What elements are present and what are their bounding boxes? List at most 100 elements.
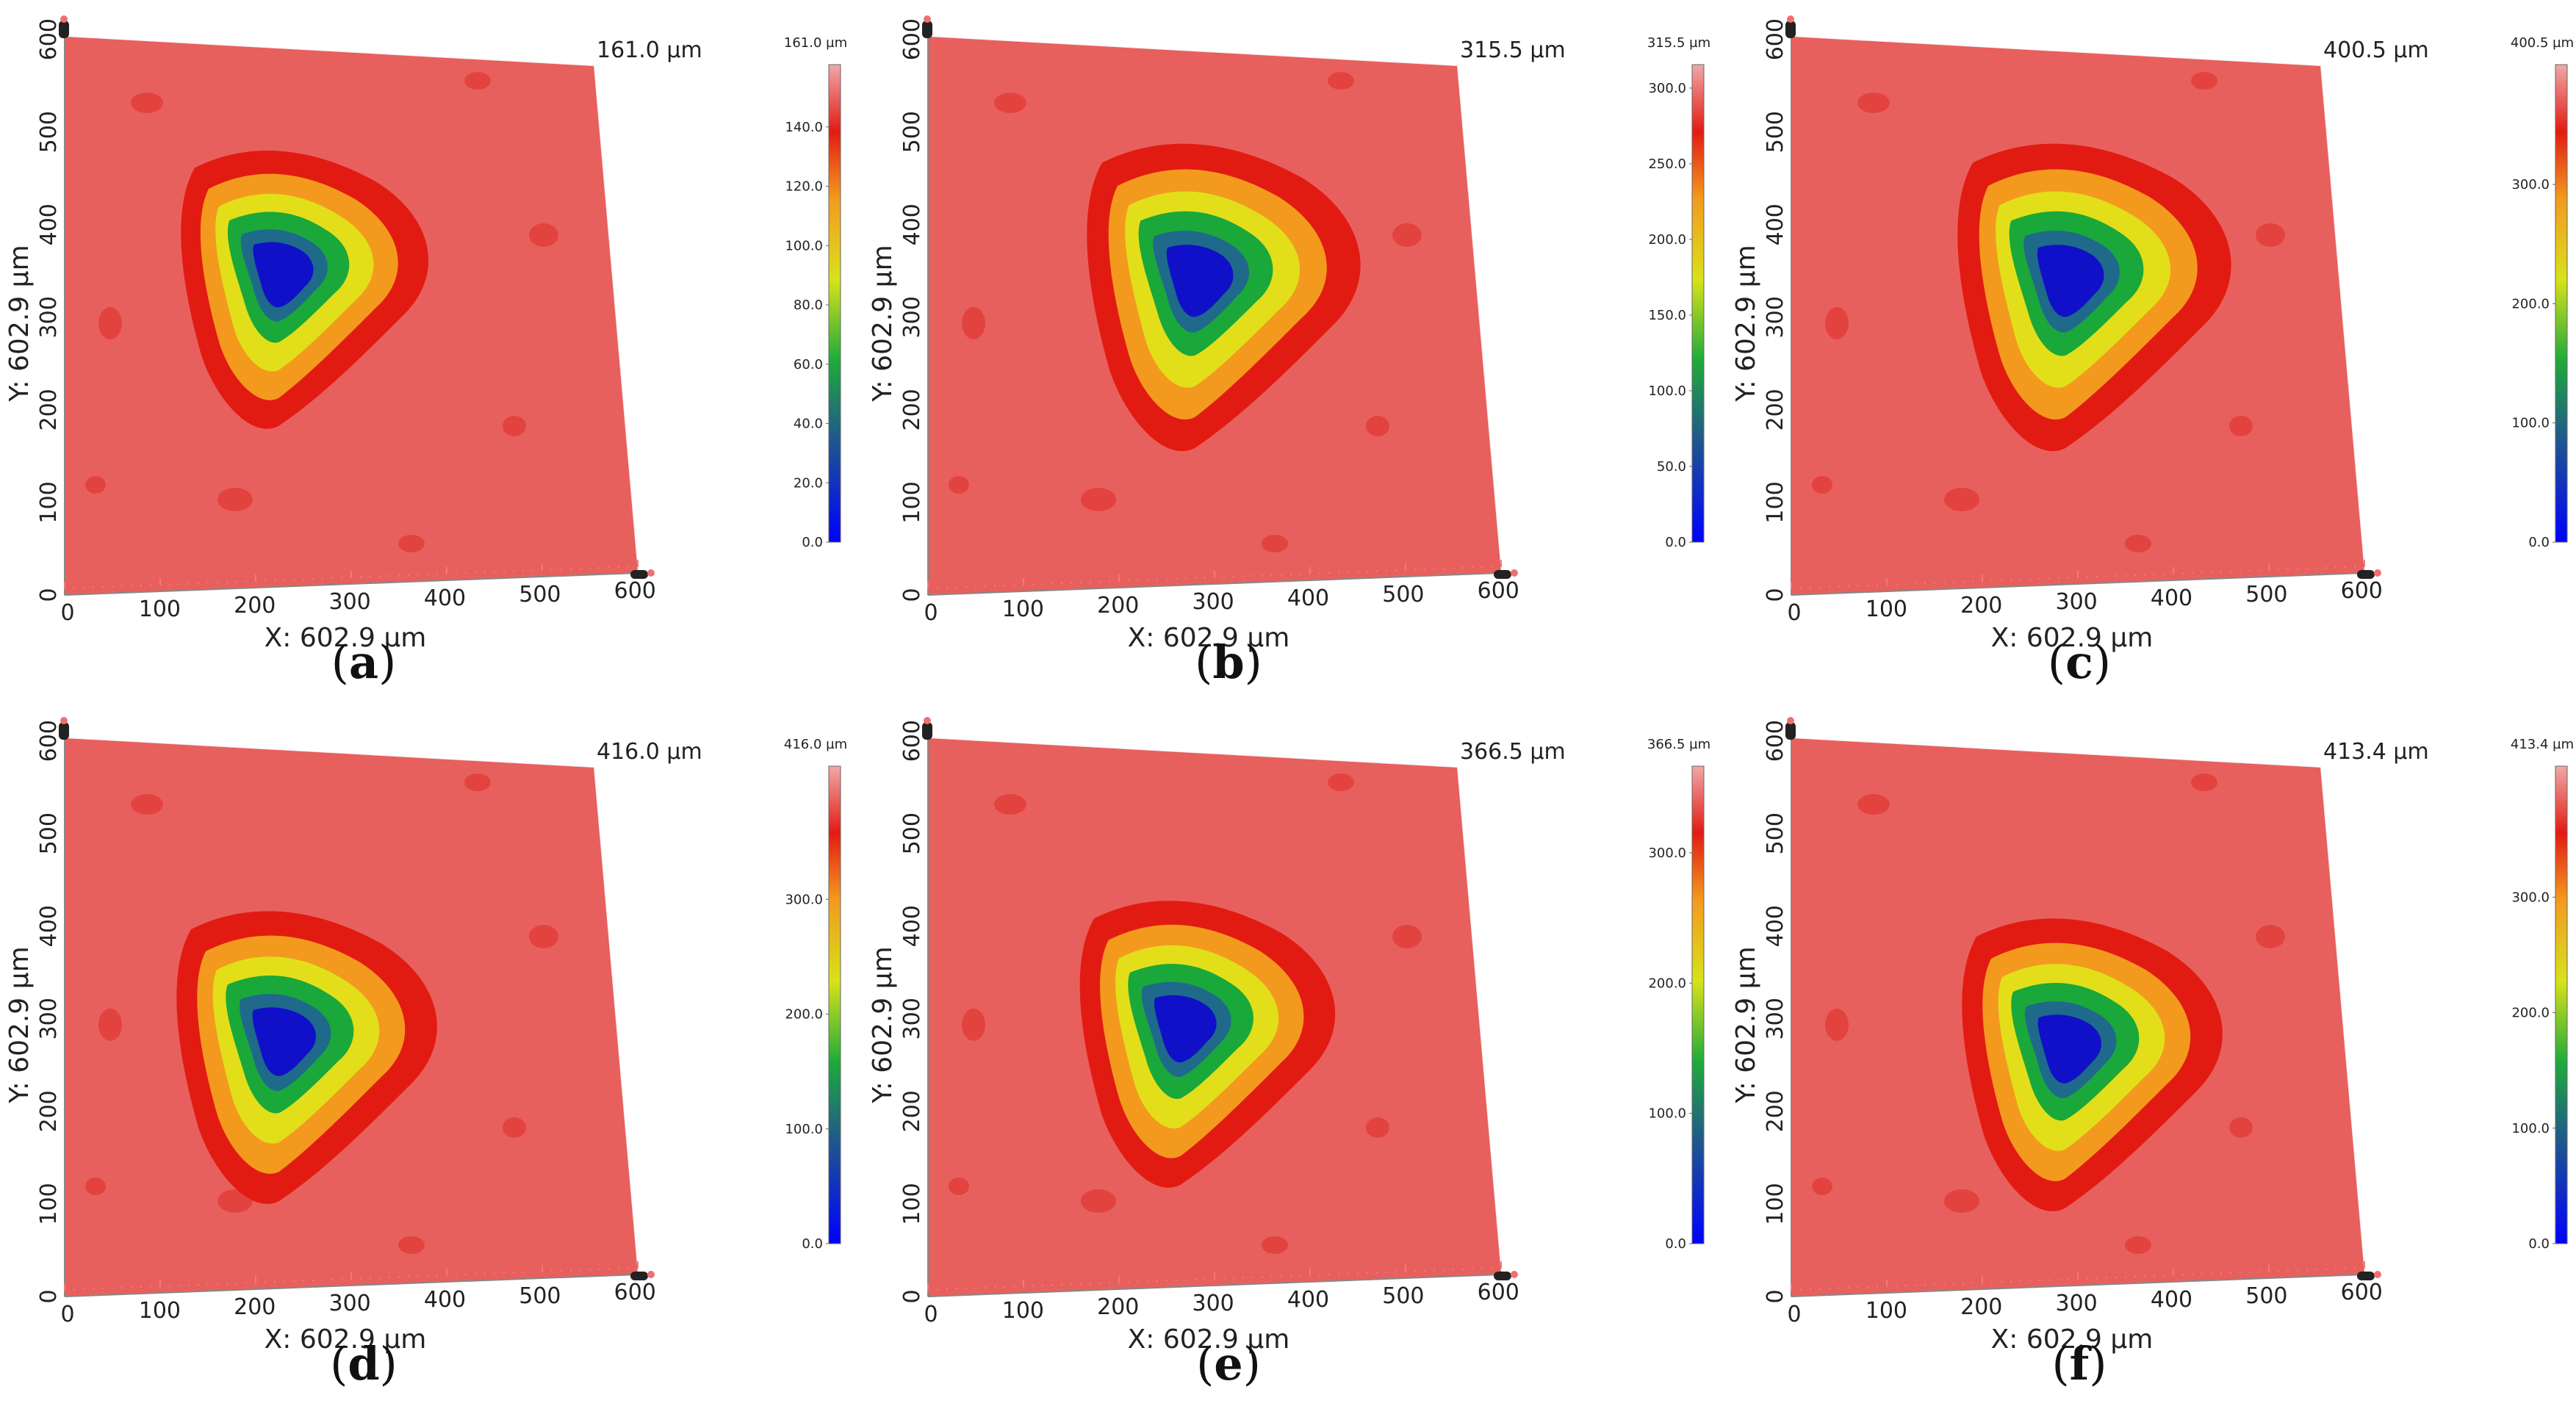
crater-blue-bottom (2037, 245, 2104, 317)
surface-map-panel-f: 413.4 µm 0 100 200 300 400 500 600 0 100 200 300 4… (1727, 716, 2576, 1407)
colorbar: 400.5 µm 300.0 200.0 100.0 0.0 (2511, 35, 2574, 550)
panel-caption-f: (f) (2051, 1337, 2107, 1391)
colorbar-tick-label: 40.0 (794, 417, 823, 432)
y-tick-label: 300 (1763, 296, 1788, 338)
x-tick-label: 0 (60, 1302, 74, 1327)
y-tick-label: 400 (1763, 203, 1788, 245)
caption-letter: b (1212, 635, 1245, 689)
x-axis-title: X: 602.9 µm (1128, 1324, 1290, 1355)
x-tick-label: 500 (1382, 582, 1424, 607)
colorbar-tick-label: 150.0 (1648, 308, 1686, 323)
crater (1087, 143, 1361, 452)
y-tick-label: 600 (899, 18, 925, 60)
y-tick-label: 200 (1763, 389, 1788, 430)
caption-letter: f (2069, 1337, 2090, 1391)
y-tick-label: 200 (36, 389, 62, 430)
y-tick-label: 200 (899, 389, 925, 430)
colorbar-tick-label: 100.0 (1648, 383, 1686, 399)
x-tick-label: 100 (139, 596, 181, 622)
caption-letter: a (348, 635, 379, 689)
y-tick-label: 600 (1763, 18, 1788, 60)
y-axis-ticks: 0 100 200 300 400 500 600 (899, 720, 925, 1304)
colorbar-tick-label: 300.0 (1648, 845, 1686, 861)
x-axis-title: X: 602.9 µm (1991, 1324, 2154, 1355)
y-tick-label: 600 (36, 18, 62, 60)
colorbar-tick-label: 0.0 (2528, 1236, 2550, 1252)
surface-map-svg: 315.5 µm 0 100 200 300 400 500 600 0 100 200 300 4… (868, 15, 1710, 653)
x-tick-label: 600 (2341, 578, 2383, 604)
y-tick-label: 100 (1763, 481, 1788, 523)
surface-map-svg: 413.4 µm 0 100 200 300 400 500 600 0 100 200 300 4… (1731, 717, 2574, 1355)
panel-caption-e: (e) (1196, 1337, 1261, 1391)
x-tick-label: 400 (1287, 1287, 1329, 1313)
y-tick-label: 0 (36, 588, 62, 602)
x-tick-label: 300 (1192, 1291, 1234, 1316)
y-tick-label: 300 (899, 296, 925, 338)
y-axis-ticks: 0 100 200 300 400 500 600 (36, 18, 62, 602)
colorbar-gradient (2555, 64, 2568, 543)
x-tick-label: 200 (1097, 593, 1139, 619)
y-tick-label: 200 (36, 1090, 62, 1132)
colorbar-ticks: 300.0 200.0 100.0 0.0 (2511, 890, 2555, 1252)
colorbar: 413.4 µm 300.0 200.0 100.0 0.0 (2511, 737, 2574, 1252)
crater (176, 911, 437, 1204)
x-axis-ticks: 0 100 200 300 400 500 600 (60, 578, 655, 626)
x-tick-label: 600 (614, 1280, 656, 1305)
colorbar-tick-label: 300.0 (785, 892, 823, 907)
caption-letter: e (1214, 1337, 1243, 1391)
y-tick-label: 400 (1763, 905, 1788, 947)
x-tick-label: 100 (1866, 1298, 1907, 1324)
x-tick-label: 0 (1787, 1302, 1801, 1327)
panel-caption-c: (c) (2047, 635, 2112, 689)
y-tick-label: 100 (899, 1183, 925, 1225)
crater-blue-bottom (1166, 245, 1234, 317)
y-tick-label: 500 (899, 111, 925, 153)
y-axis-ticks: 0 100 200 300 400 500 600 (1763, 18, 1788, 602)
surface-bumps (85, 774, 558, 1254)
x-tick-label: 200 (1960, 593, 2002, 619)
colorbar-ticks: 300.0 200.0 100.0 0.0 (2511, 177, 2555, 550)
y-tick-label: 100 (36, 1183, 62, 1225)
crater-blue-bottom (253, 242, 314, 308)
colorbar: 416.0 µm 300.0 200.0 100.0 0.0 (784, 737, 847, 1252)
x-axis-minor-ticks (1791, 560, 2365, 589)
x-axis-minor-ticks (64, 1261, 638, 1291)
colorbar-tick-label: 200.0 (2511, 1006, 2550, 1021)
x-axis-title: X: 602.9 µm (265, 623, 427, 653)
x-tick-label: 300 (2055, 1291, 2097, 1316)
y-tick-label: 0 (899, 1289, 925, 1303)
crater-blue-bottom (2037, 1014, 2102, 1084)
y-tick-label: 100 (36, 481, 62, 523)
colorbar-tick-label: 250.0 (1648, 156, 1686, 172)
y-axis-title: Y: 602.9 µm (1731, 245, 1761, 402)
colorbar-tick-label: 0.0 (1665, 1236, 1686, 1252)
colorbar-tick-label: 200.0 (1648, 976, 1686, 991)
panel-caption-d: (d) (330, 1337, 397, 1391)
x-axis-minor-ticks (927, 560, 1502, 589)
surface-bumps (1812, 72, 2285, 552)
x-axis-ticks: 0 100 200 300 400 500 600 (924, 1280, 1519, 1327)
colorbar-tick-label: 300.0 (1648, 81, 1686, 96)
panel-caption-a: (a) (331, 635, 397, 689)
x-tick-label: 0 (924, 600, 938, 626)
z-max-label: 161.0 µm (597, 37, 702, 63)
crater (1957, 143, 2231, 452)
colorbar-gradient (828, 64, 841, 543)
z-max-label: 366.5 µm (1460, 739, 1566, 765)
colorbar-tick-label: 120.0 (785, 179, 823, 195)
x-tick-label: 200 (1960, 1294, 2002, 1320)
colorbar-tick-label: 0.0 (2528, 535, 2550, 550)
y-tick-label: 0 (36, 1289, 62, 1303)
y-tick-label: 400 (899, 203, 925, 245)
colorbar: 315.5 µm 300.0 250.0 200.0 150.0 100.0 50.0 0.… (1647, 35, 1710, 550)
colorbar-tick-label: 0.0 (802, 535, 823, 550)
crater (181, 151, 429, 429)
colorbar-tick-label: 60.0 (794, 357, 823, 372)
colorbar-tick-label: 20.0 (794, 475, 823, 491)
y-tick-label: 300 (36, 998, 62, 1039)
y-tick-label: 0 (899, 588, 925, 602)
colorbar-gradient (1691, 765, 1705, 1244)
y-axis-title: Y: 602.9 µm (868, 946, 898, 1103)
colorbar-tick-label: 100.0 (1648, 1106, 1686, 1122)
y-tick-label: 600 (1763, 720, 1788, 762)
